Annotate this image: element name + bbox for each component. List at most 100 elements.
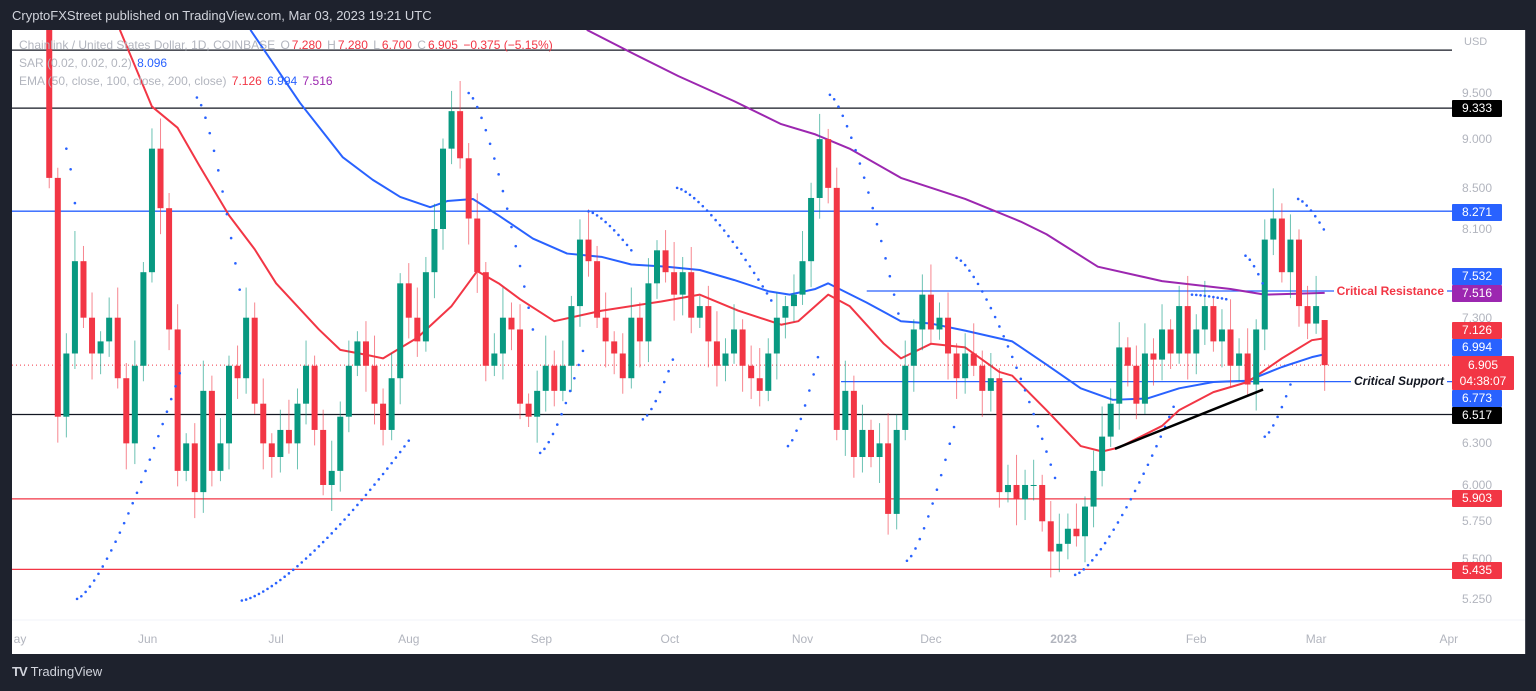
bar-countdown: 04:38:07	[1459, 374, 1507, 388]
sar-dot	[675, 186, 679, 190]
candle-body	[525, 403, 532, 417]
sar-dot	[403, 445, 406, 448]
sar-dot	[1099, 547, 1103, 551]
candle	[63, 333, 70, 438]
candle-body	[226, 365, 232, 444]
candle-body	[739, 329, 746, 366]
candle-body	[1004, 484, 1011, 493]
sar-dot	[1272, 424, 1275, 427]
sar-dot	[1112, 528, 1115, 531]
legend-sar-row[interactable]: SAR (0.02, 0.02, 0.2) 8.096	[19, 56, 169, 70]
sar-dot	[1015, 366, 1018, 370]
sar-dot	[1078, 571, 1081, 575]
price-axis-label[interactable]: 6.517	[1452, 406, 1502, 424]
price-axis-label[interactable]: 9.333	[1452, 99, 1502, 117]
sar-dot	[1224, 297, 1228, 301]
sar-dot	[705, 209, 709, 212]
candle-body	[808, 197, 815, 262]
brand-name[interactable]: TradingView	[30, 664, 103, 679]
candle-body	[499, 317, 506, 354]
candle	[106, 297, 113, 357]
candle	[1218, 309, 1225, 368]
currency-label[interactable]: USD	[1464, 36, 1488, 48]
candle	[790, 274, 797, 322]
right-scrollbar[interactable]	[1525, 30, 1536, 654]
candle	[38, 0, 44, 23]
candle-body	[859, 429, 866, 458]
sar-dot	[803, 404, 807, 407]
candle-body	[71, 261, 78, 354]
sar-dot	[1289, 383, 1292, 386]
sar-dot	[1028, 400, 1031, 404]
candle-body	[756, 378, 763, 391]
sar-dot	[1125, 505, 1128, 509]
candle	[816, 113, 823, 219]
candle	[482, 262, 489, 382]
sar-dot	[948, 442, 952, 446]
candle-body	[696, 306, 703, 318]
symbol-description: Chainlink / United States Dollar, 1D, CO…	[19, 38, 276, 52]
candle-body	[910, 329, 917, 366]
price-axis-label[interactable]: 7.532	[1452, 267, 1502, 285]
candle	[696, 295, 703, 328]
sar-dot	[1261, 282, 1264, 285]
candle-body	[422, 272, 429, 342]
sar-dot	[612, 229, 616, 232]
price-tick-label: 9.000	[1461, 132, 1493, 147]
sar-dot	[131, 501, 134, 505]
ema200-line	[586, 30, 1325, 296]
sar-dot	[407, 439, 411, 442]
sar-dot	[587, 209, 590, 213]
candle	[808, 182, 815, 288]
candle-body	[1013, 484, 1020, 500]
candle	[559, 340, 566, 402]
price-axis-label[interactable]: 7.126	[1452, 321, 1502, 339]
price-tick-label: 5.750	[1461, 514, 1493, 529]
price-axis-label[interactable]: 5.903	[1452, 489, 1502, 507]
sar-dot	[931, 502, 934, 505]
sar-dot	[253, 594, 256, 598]
candle	[671, 242, 678, 321]
candle	[54, 167, 61, 443]
candle	[491, 333, 498, 377]
sar-dot	[555, 423, 559, 426]
candle-body	[1039, 484, 1046, 522]
sar-dot	[274, 581, 278, 585]
price-axis-label[interactable]: 8.271	[1452, 203, 1502, 221]
candle-body	[559, 365, 566, 391]
candle	[1261, 219, 1268, 351]
price-axis-label[interactable]: 6.773	[1452, 389, 1502, 407]
sar-dot	[795, 429, 798, 432]
sar-dot	[1207, 295, 1211, 298]
candle	[311, 355, 318, 446]
candle	[1210, 295, 1217, 352]
legend-ema-row[interactable]: EMA (50, close, 100, close, 200, close) …	[19, 74, 335, 88]
candle	[474, 193, 481, 293]
current-price-label[interactable]: 6.905 04:38:07	[1452, 356, 1514, 390]
candle-body	[482, 272, 489, 366]
tradingview-logo-icon[interactable]: TV	[12, 664, 28, 679]
candle	[405, 263, 412, 339]
candle-body	[243, 317, 250, 379]
candle-body	[576, 239, 583, 307]
candle	[1004, 464, 1011, 503]
candle-body	[885, 443, 892, 514]
sar-dot	[1203, 294, 1207, 298]
sar-dot	[1090, 559, 1094, 562]
sar-dot	[309, 553, 312, 556]
candle	[517, 304, 524, 420]
sar-dot	[972, 275, 976, 279]
sar-dot	[909, 554, 913, 558]
critical-resistance-annotation[interactable]: Critical Resistance	[1333, 284, 1447, 298]
candle	[71, 231, 78, 369]
price-axis-label[interactable]: 5.435	[1452, 561, 1502, 579]
candle-body	[63, 353, 70, 417]
critical-support-annotation[interactable]: Critical Support	[1350, 374, 1447, 388]
price-axis-label[interactable]: 7.516	[1452, 284, 1502, 302]
sar-dot	[858, 162, 862, 165]
sar-dot	[1006, 345, 1010, 348]
price-axis-label[interactable]: 6.994	[1452, 338, 1502, 356]
sar-dot	[968, 269, 971, 272]
sar-dot	[174, 384, 177, 388]
